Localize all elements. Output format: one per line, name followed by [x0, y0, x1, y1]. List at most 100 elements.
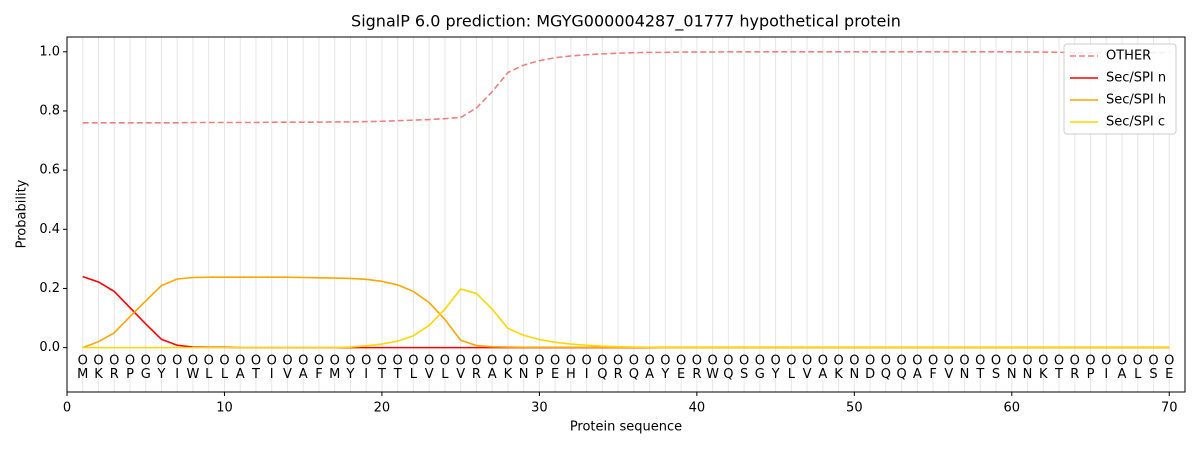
predicted-label: O [912, 353, 922, 368]
predicted-label: O [597, 353, 607, 368]
y-axis-label: Probability [15, 179, 30, 248]
residue: R [614, 367, 623, 382]
residue: L [788, 367, 796, 382]
residue: N [519, 367, 529, 382]
residue: R [1070, 367, 1079, 382]
residue: L [441, 367, 449, 382]
predicted-label: O [802, 353, 812, 368]
residue: Q [723, 367, 733, 382]
predicted-label: O [1133, 353, 1143, 368]
predicted-label: O [78, 353, 88, 368]
y-tick-label: 0.2 [39, 281, 60, 296]
residue: E [1165, 367, 1173, 382]
predicted-label: O [959, 353, 969, 368]
legend-label: Sec/SPI c [1106, 115, 1165, 130]
residue: S [992, 367, 1000, 382]
predicted-label: O [833, 353, 843, 368]
residue: A [488, 367, 497, 382]
residue: V [944, 367, 953, 382]
predicted-label: O [1085, 353, 1095, 368]
predicted-label: O [770, 353, 780, 368]
residue: A [645, 367, 654, 382]
residue: T [251, 367, 260, 382]
x-tick-label: 70 [1161, 401, 1178, 416]
residue: I [270, 367, 274, 382]
predicted-label: O [188, 353, 198, 368]
predicted-label: O [424, 353, 434, 368]
predicted-label: O [692, 353, 702, 368]
residue: T [377, 367, 386, 382]
residue: D [865, 367, 875, 382]
residue: T [393, 367, 402, 382]
residue: N [1023, 367, 1033, 382]
residue: I [364, 367, 368, 382]
residue: R [110, 367, 119, 382]
y-tick-label: 0.6 [39, 163, 60, 178]
residue: K [504, 367, 513, 382]
residue: L [205, 367, 213, 382]
predicted-label: O [156, 353, 166, 368]
x-tick-label: 0 [63, 401, 71, 416]
residue: Q [896, 367, 906, 382]
predicted-label: O [1054, 353, 1064, 368]
residue: G [755, 367, 765, 382]
residue: Q [597, 367, 607, 382]
residue: I [175, 367, 179, 382]
predicted-label: O [786, 353, 796, 368]
residue: L [221, 367, 229, 382]
residue: K [834, 367, 843, 382]
y-tick-label: 0.8 [39, 103, 60, 118]
predicted-label: O [818, 353, 828, 368]
predicted-label: O [975, 353, 985, 368]
predicted-label: O [345, 353, 355, 368]
x-tick-label: 30 [531, 401, 548, 416]
predicted-label: O [944, 353, 954, 368]
x-tick-label: 60 [1004, 401, 1021, 416]
predicted-label: O [1038, 353, 1048, 368]
predicted-label: O [298, 353, 308, 368]
residue: T [1054, 367, 1063, 382]
residue: A [299, 367, 308, 382]
series-line [82, 276, 1170, 349]
predicted-label: O [109, 353, 119, 368]
residue: E [677, 367, 685, 382]
predicted-label: O [377, 353, 387, 368]
y-tick-label: 1.0 [39, 44, 60, 59]
predicted-label: O [440, 353, 450, 368]
predicted-label: O [676, 353, 686, 368]
predicted-label: O [629, 353, 639, 368]
x-tick-label: 40 [689, 401, 706, 416]
plot-frame [66, 36, 1186, 393]
residue: I [585, 367, 589, 382]
predicted-label: O [566, 353, 576, 368]
chart-title: SignalP 6.0 prediction: MGYG000004287_01… [351, 12, 901, 32]
predicted-label: O [1070, 353, 1080, 368]
predicted-label: O [172, 353, 182, 368]
legend-label: Sec/SPI h [1106, 93, 1166, 108]
residue: Q [629, 367, 639, 382]
y-tick-label: 0.4 [39, 222, 60, 237]
predicted-label: O [330, 353, 340, 368]
residue: F [929, 367, 936, 382]
predicted-label: O [534, 353, 544, 368]
residue: N [960, 367, 970, 382]
predicted-label: O [93, 353, 103, 368]
x-axis-label: Protein sequence [570, 420, 682, 435]
predicted-label: O [361, 353, 371, 368]
residue: R [692, 367, 701, 382]
residue: L [410, 367, 418, 382]
predicted-label: O [503, 353, 513, 368]
y-tick-label: 0.0 [39, 340, 60, 355]
predicted-label: O [1101, 353, 1111, 368]
predicted-label: O [487, 353, 497, 368]
predicted-label: O [723, 353, 733, 368]
predicted-label: O [1164, 353, 1174, 368]
residue: Y [771, 367, 780, 382]
residue: Y [157, 367, 166, 382]
predicted-label: O [456, 353, 466, 368]
residue: A [818, 367, 827, 382]
predicted-label: O [1117, 353, 1127, 368]
series-line [82, 275, 1170, 349]
residue: H [566, 367, 576, 382]
